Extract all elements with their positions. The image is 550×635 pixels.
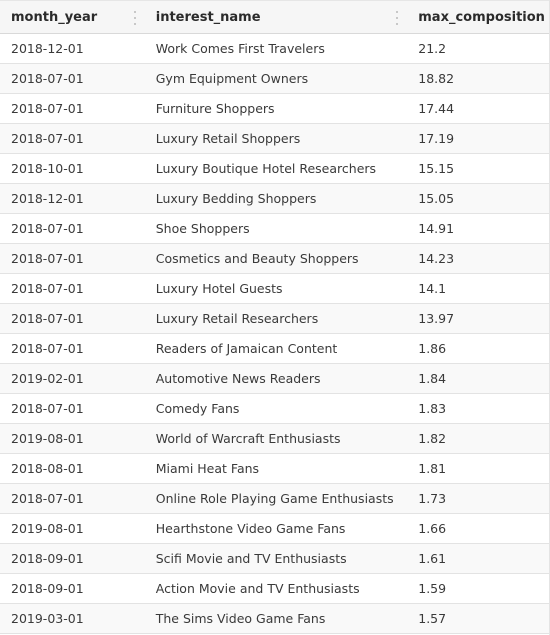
cell-month-year[interactable]: 2018-09-01 (11, 551, 84, 566)
cell-max-composition[interactable]: 15.05 (418, 191, 455, 206)
table-row[interactable]: 2019-03-01 The Sims Video Game Fans 1.57 (0, 604, 549, 634)
cell-max-composition[interactable]: 1.83 (418, 401, 447, 416)
table-row[interactable]: 2018-07-01 Comedy Fans 1.83 (0, 394, 549, 424)
cell-interest-name[interactable]: Hearthstone Video Game Fans (155, 521, 346, 536)
cell-month-year[interactable]: 2018-07-01 (11, 71, 84, 86)
table-row[interactable]: 2018-07-01 Luxury Retail Shoppers 17.19 (0, 124, 549, 154)
cell-month-year[interactable]: 2018-08-01 (11, 461, 84, 476)
cell-interest-name[interactable]: Furniture Shoppers (155, 101, 275, 116)
cell-month-year[interactable]: 2018-07-01 (11, 131, 84, 146)
cell-month-year[interactable]: 2019-08-01 (11, 521, 84, 536)
cell-month-year[interactable]: 2018-07-01 (11, 221, 84, 236)
cell-max-composition[interactable]: 17.19 (418, 131, 455, 146)
column-header-label: max_composition (418, 9, 545, 25)
cell-max-composition[interactable]: 1.86 (418, 341, 447, 356)
cell-interest-name[interactable]: Online Role Playing Game Enthusiasts (155, 491, 394, 506)
cell-interest-name[interactable]: Comedy Fans (155, 401, 240, 416)
cell-month-year[interactable]: 2018-07-01 (11, 341, 84, 356)
cell-max-composition[interactable]: 18.82 (418, 71, 455, 86)
cell-month-year[interactable]: 2018-12-01 (11, 191, 84, 206)
cell-max-composition[interactable]: 14.23 (418, 251, 455, 266)
cell-max-composition[interactable]: 1.66 (418, 521, 447, 536)
table-row[interactable]: 2018-12-01 Luxury Bedding Shoppers 15.05 (0, 184, 549, 214)
column-header-max-composition[interactable]: max_composition (407, 1, 549, 33)
table-body: 2018-12-01 Work Comes First Travelers 21.2… (0, 34, 549, 634)
cell-interest-name[interactable]: Readers of Jamaican Content (155, 341, 338, 356)
cell-month-year[interactable]: 2018-07-01 (11, 101, 84, 116)
table-row[interactable]: 2019-08-01 Hearthstone Video Game Fans 1.6… (0, 514, 549, 544)
cell-max-composition[interactable]: 15.15 (418, 161, 455, 176)
table-row[interactable]: 2018-07-01 Gym Equipment Owners 18.82 (0, 64, 549, 94)
cell-interest-name[interactable]: Cosmetics and Beauty Shoppers (155, 251, 359, 266)
cell-month-year[interactable]: 2018-12-01 (11, 41, 84, 56)
cell-interest-name[interactable]: Work Comes First Travelers (155, 41, 325, 56)
cell-max-composition[interactable]: 1.82 (418, 431, 447, 446)
cell-max-composition[interactable]: 1.81 (418, 461, 447, 476)
cell-max-composition[interactable]: 1.73 (418, 491, 447, 506)
cell-max-composition[interactable]: 1.57 (418, 611, 447, 626)
table-row[interactable]: 2018-07-01 Cosmetics and Beauty Shoppers 1… (0, 244, 549, 274)
cell-interest-name[interactable]: Shoe Shoppers (155, 221, 250, 236)
table-row[interactable]: 2018-07-01 Online Role Playing Game Enthu… (0, 484, 549, 514)
cell-month-year[interactable]: 2019-03-01 (11, 611, 84, 626)
cell-interest-name[interactable]: Luxury Retail Shoppers (155, 131, 301, 146)
cell-interest-name[interactable]: World of Warcraft Enthusiasts (155, 431, 341, 446)
cell-month-year[interactable]: 2018-07-01 (11, 251, 84, 266)
cell-interest-name[interactable]: Action Movie and TV Enthusiasts (155, 581, 360, 596)
cell-month-year[interactable]: 2019-02-01 (11, 371, 84, 386)
table-row[interactable]: 2018-08-01 Miami Heat Fans 1.81 (0, 454, 549, 484)
column-resize-handle[interactable] (396, 11, 399, 25)
column-header-label: month_year (11, 9, 98, 25)
cell-month-year[interactable]: 2018-07-01 (11, 401, 84, 416)
table-row[interactable]: 2018-07-01 Luxury Retail Researchers 13.97 (0, 304, 549, 334)
cell-max-composition[interactable]: 17.44 (418, 101, 455, 116)
cell-max-composition[interactable]: 14.1 (418, 281, 447, 296)
table-row[interactable]: 2019-08-01 World of Warcraft Enthusiasts 1… (0, 424, 549, 454)
table-row[interactable]: 2018-10-01 Luxury Boutique Hotel Research… (0, 154, 549, 184)
cell-max-composition[interactable]: 13.97 (418, 311, 455, 326)
cell-month-year[interactable]: 2018-07-01 (11, 281, 84, 296)
cell-interest-name[interactable]: Miami Heat Fans (155, 461, 260, 476)
table-row[interactable]: 2018-07-01 Readers of Jamaican Content 1.8… (0, 334, 549, 364)
cell-month-year[interactable]: 2018-07-01 (11, 491, 84, 506)
table-row[interactable]: 2019-02-01 Automotive News Readers 1.84 (0, 364, 549, 394)
cell-month-year[interactable]: 2019-08-01 (11, 431, 84, 446)
table-header: month_year interest_name max_composition (0, 0, 549, 34)
cell-interest-name[interactable]: Luxury Bedding Shoppers (155, 191, 317, 206)
cell-interest-name[interactable]: Gym Equipment Owners (155, 71, 309, 86)
cell-max-composition[interactable]: 1.84 (418, 371, 447, 386)
cell-month-year[interactable]: 2018-10-01 (11, 161, 84, 176)
table-row[interactable]: 2018-07-01 Luxury Hotel Guests 14.1 (0, 274, 549, 304)
column-header-interest-name[interactable]: interest_name (145, 1, 408, 33)
cell-interest-name[interactable]: Luxury Retail Researchers (155, 311, 319, 326)
cell-max-composition[interactable]: 14.91 (418, 221, 455, 236)
table-row[interactable]: 2018-07-01 Shoe Shoppers 14.91 (0, 214, 549, 244)
cell-max-composition[interactable]: 1.59 (418, 581, 447, 596)
cell-month-year[interactable]: 2018-09-01 (11, 581, 84, 596)
column-header-month-year[interactable]: month_year (0, 1, 145, 33)
cell-interest-name[interactable]: Automotive News Readers (155, 371, 321, 386)
table-row[interactable]: 2018-09-01 Scifi Movie and TV Enthusiasts… (0, 544, 549, 574)
cell-interest-name[interactable]: The Sims Video Game Fans (155, 611, 326, 626)
cell-max-composition[interactable]: 21.2 (418, 41, 447, 56)
table-row[interactable]: 2018-12-01 Work Comes First Travelers 21.2 (0, 34, 549, 64)
table-row[interactable]: 2018-09-01 Action Movie and TV Enthusiast… (0, 574, 549, 604)
cell-interest-name[interactable]: Luxury Hotel Guests (155, 281, 283, 296)
column-resize-handle[interactable] (133, 11, 137, 25)
cell-max-composition[interactable]: 1.61 (418, 551, 447, 566)
cell-interest-name[interactable]: Luxury Boutique Hotel Researchers (155, 161, 377, 176)
table-row[interactable]: 2018-07-01 Furniture Shoppers 17.44 (0, 94, 549, 124)
column-header-label: interest_name (155, 9, 261, 25)
cell-interest-name[interactable]: Scifi Movie and TV Enthusiasts (155, 551, 347, 566)
cell-month-year[interactable]: 2018-07-01 (11, 311, 84, 326)
